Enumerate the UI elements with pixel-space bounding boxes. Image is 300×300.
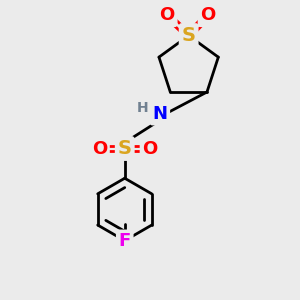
Text: O: O [200,6,216,24]
Text: S: S [118,139,132,158]
Text: O: O [160,6,175,24]
Text: S: S [182,26,196,45]
Text: O: O [92,140,107,158]
Text: F: F [118,232,131,250]
Text: O: O [142,140,158,158]
Text: H: H [137,101,149,116]
Text: N: N [152,105,167,123]
